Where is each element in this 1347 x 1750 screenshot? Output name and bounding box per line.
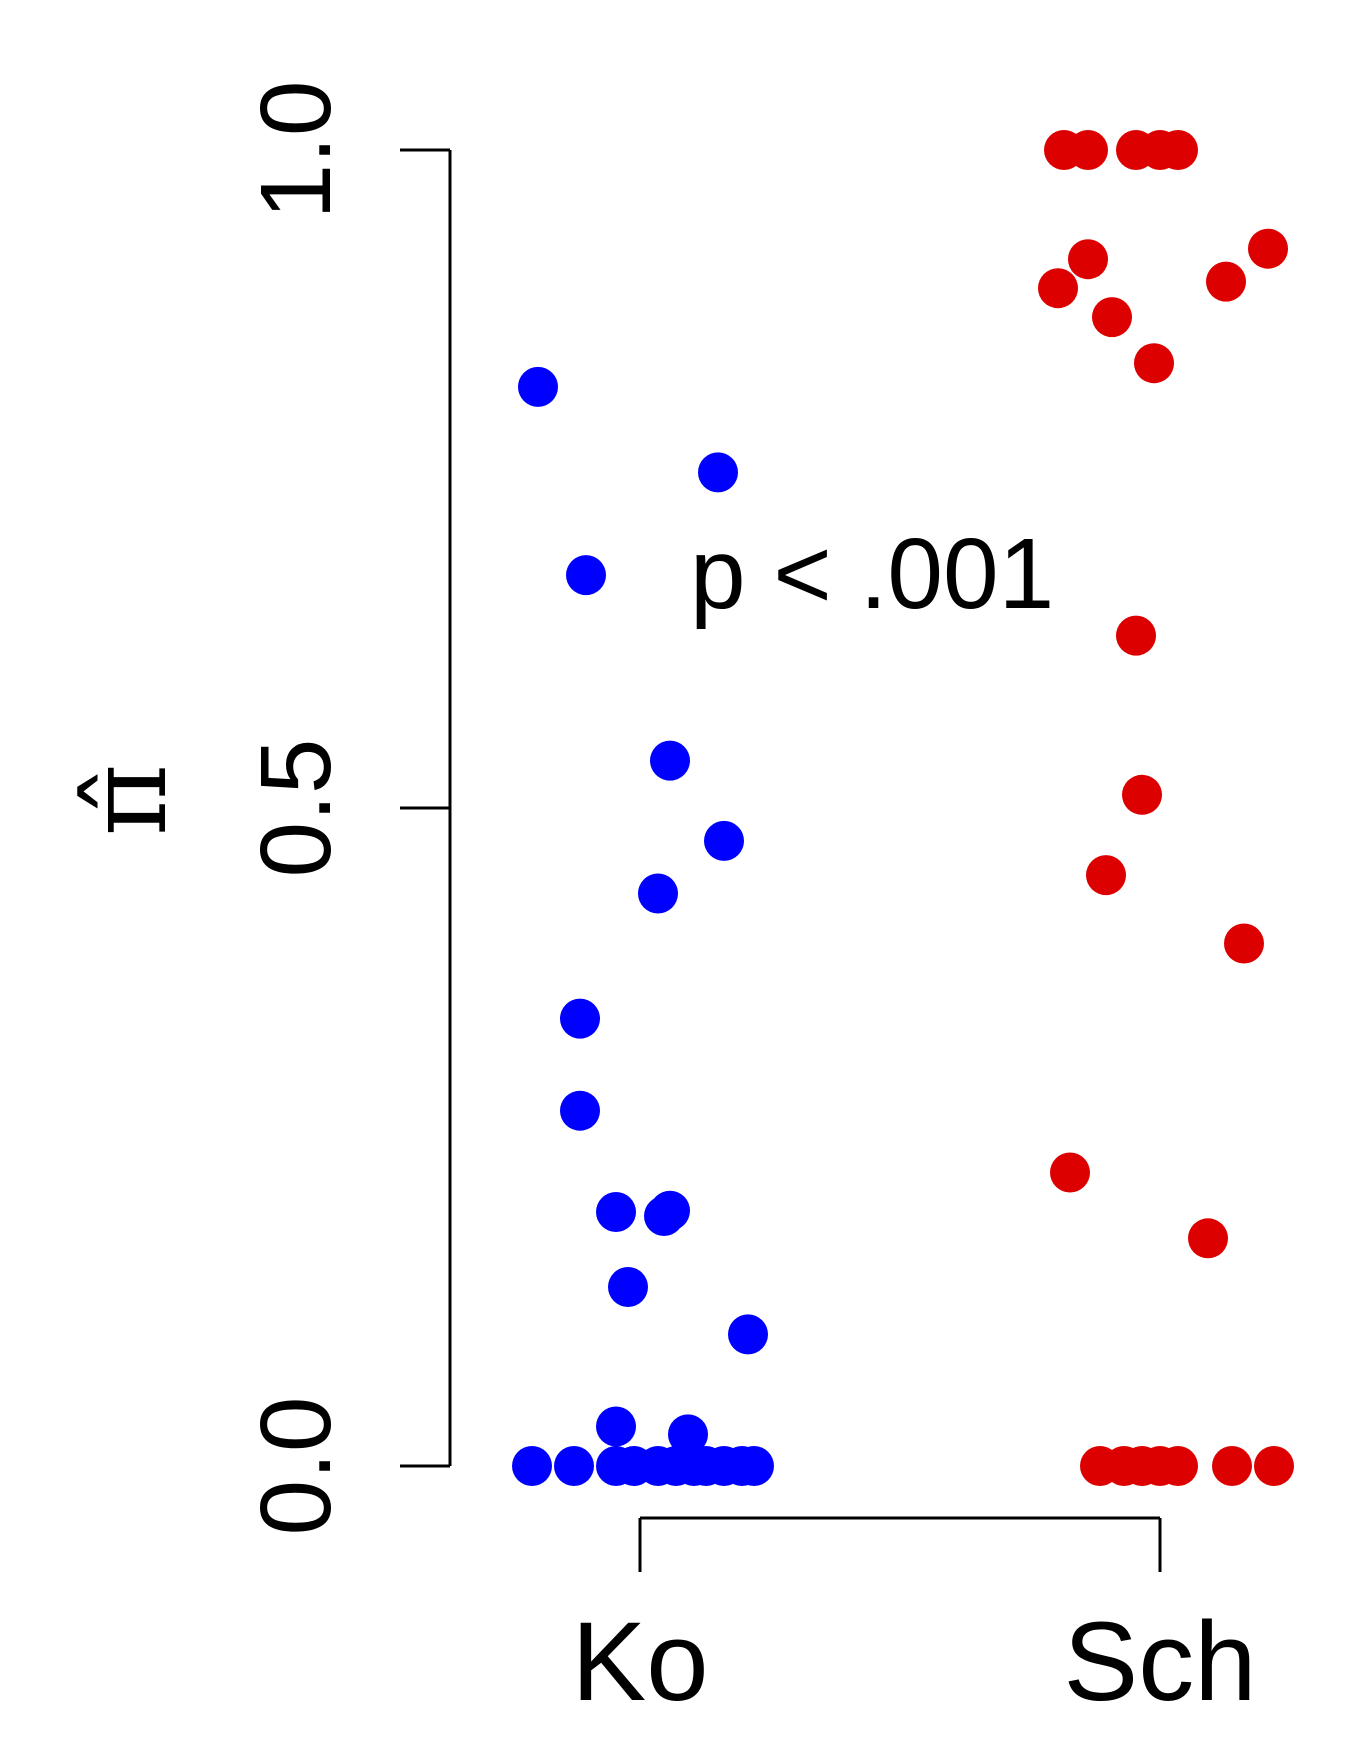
data-point-sch <box>1212 1446 1252 1486</box>
data-point-sch <box>1188 1218 1228 1259</box>
data-point-ko <box>518 366 558 407</box>
data-point-sch <box>1254 1446 1294 1486</box>
data-point-sch <box>1248 228 1288 269</box>
data-point-ko <box>554 1446 594 1486</box>
x-tick-label: Ko <box>572 1599 709 1724</box>
data-point-ko <box>668 1414 708 1455</box>
p-value-annotation: p < .001 <box>690 518 1054 630</box>
data-point-ko <box>596 1192 636 1232</box>
data-point-ko <box>650 1190 690 1231</box>
data-point-sch <box>1038 268 1078 309</box>
data-point-ko <box>512 1446 552 1486</box>
y-axis: 0.0 0.5 1.0 <box>240 80 452 1536</box>
data-point-ko <box>650 740 690 781</box>
data-point-ko <box>638 873 678 914</box>
data-point-sch <box>1068 130 1108 170</box>
data-point-ko <box>560 1090 600 1131</box>
data-point-ko <box>608 1267 648 1307</box>
data-point-sch <box>1092 297 1132 338</box>
data-point-sch <box>1206 261 1246 302</box>
data-point-sch <box>1068 239 1108 280</box>
data-point-ko <box>728 1314 768 1355</box>
data-point-ko <box>596 1406 636 1447</box>
data-point-sch <box>1224 923 1264 964</box>
y-tick-label: 1.0 <box>240 80 352 219</box>
data-point-ko <box>698 452 738 493</box>
data-point-sch <box>1158 1446 1198 1486</box>
data-point-sch <box>1134 343 1174 384</box>
x-tick-label: Sch <box>1064 1599 1257 1724</box>
y-axis-label: π̂ <box>63 764 191 836</box>
y-tick-label: 0.0 <box>240 1396 352 1535</box>
data-point-ko <box>734 1446 774 1486</box>
data-point-sch <box>1122 774 1162 815</box>
data-point-ko <box>566 555 606 596</box>
data-points <box>512 130 1294 1486</box>
data-point-ko <box>560 998 600 1039</box>
y-tick-label: 0.5 <box>240 738 352 877</box>
x-axis: Ko Sch <box>572 1516 1257 1724</box>
data-point-sch <box>1116 615 1156 656</box>
data-point-sch <box>1050 1152 1090 1193</box>
data-point-ko <box>704 820 744 861</box>
data-point-sch <box>1086 855 1126 896</box>
data-point-sch <box>1158 130 1198 170</box>
